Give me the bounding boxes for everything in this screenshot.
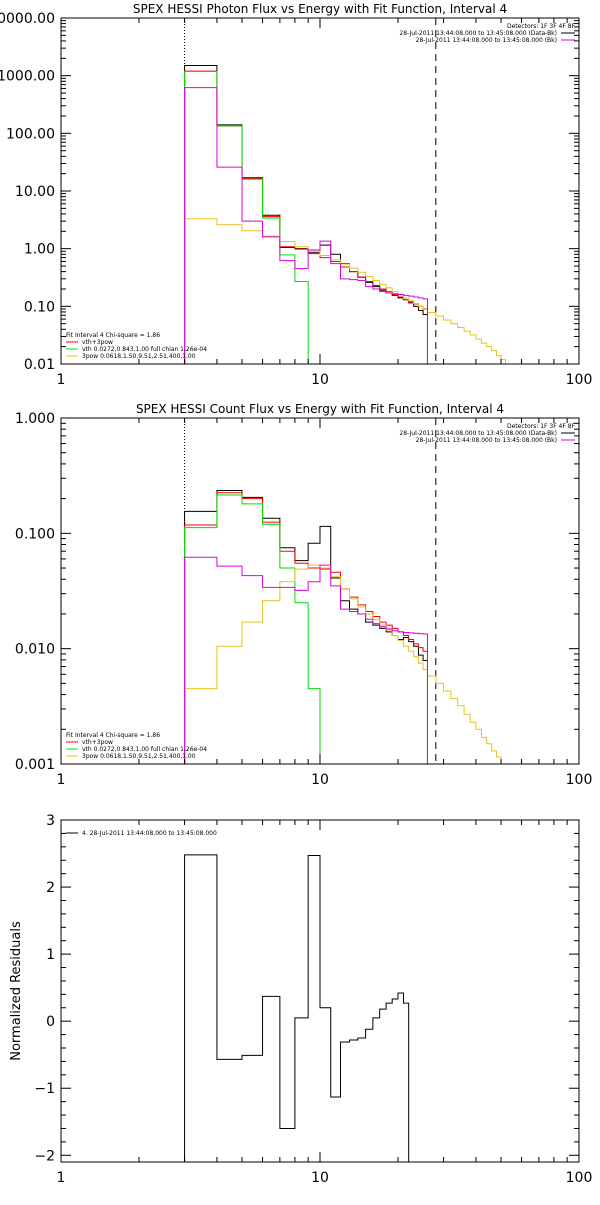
chart-title: SPEX HESSI Photon Flux vs Energy with Fi… xyxy=(133,2,507,16)
y-tick-label: 3 xyxy=(46,813,55,829)
y-tick-label: 0.001 xyxy=(15,757,55,773)
legend-left-entry: 4. 28-Jul-2011 13:44:08.000 to 13:45:08.… xyxy=(82,830,217,837)
series-line-2 xyxy=(184,492,428,764)
y-tick-label: 0.10 xyxy=(24,299,55,315)
y-tick-label: 1.00 xyxy=(24,242,55,258)
x-tick-label: 10 xyxy=(311,772,329,788)
legend-right-entry: 28-Jul-2011 13:44:08.000 to 13:45:08.000… xyxy=(399,30,557,37)
y-tick-label: 1.000 xyxy=(15,411,55,427)
x-tick-label: 1 xyxy=(57,772,66,788)
y-tick-label: 0.01 xyxy=(24,357,55,373)
plot-data-area xyxy=(184,854,410,1162)
legend-left-entry: vth+3pow xyxy=(82,739,113,746)
series-line-1 xyxy=(184,65,428,364)
x-tick-label: 10 xyxy=(311,1170,329,1186)
panel-2: SPEX HESSI Count Flux vs Energy with Fit… xyxy=(15,402,593,788)
y-tick-label: 2 xyxy=(46,880,55,896)
y-tick-label: −2 xyxy=(34,1148,55,1164)
legend-left-entry: vth 0.0272,0.843,1.00 full chian 1.26e-0… xyxy=(82,346,207,353)
series-line-1 xyxy=(184,854,410,1162)
y-tick-label: 0.010 xyxy=(15,642,55,658)
plot-frame xyxy=(60,17,580,365)
y-tick-label: 1000.00 xyxy=(0,69,55,85)
plot-data-area xyxy=(184,18,511,364)
y-tick-label: 10000.00 xyxy=(0,11,55,27)
legend-left-entry: Fit Interval 4 Chi-square = 1.86 xyxy=(66,332,160,339)
series-line-5 xyxy=(184,556,428,764)
y-tick-label: 1 xyxy=(46,947,55,963)
series-line-2 xyxy=(184,70,428,364)
legend-right-entry: 28-Jul-2011 13:44:08.000 to 13:45:08.000… xyxy=(416,437,557,444)
x-tick-label: 100 xyxy=(566,372,593,388)
y-tick-label: 0 xyxy=(46,1014,55,1030)
x-tick-label: 10 xyxy=(311,372,329,388)
y-tick-label: 0.100 xyxy=(15,526,55,542)
plot-data-area xyxy=(184,418,506,764)
legend-left-entry: vth 0.0272,0.843,1.00 full chian 1.26e-0… xyxy=(82,746,207,753)
x-tick-label: 1 xyxy=(57,372,66,388)
x-tick-label: 1 xyxy=(57,1170,66,1186)
series-line-3 xyxy=(184,71,309,364)
series-line-4 xyxy=(184,218,511,364)
y-tick-label: 100.00 xyxy=(6,126,55,142)
legend-left-entry: 3pow 0.0618,1.50,9.51,2.51,400,1.00 xyxy=(82,353,196,360)
y-tick-label: 10.00 xyxy=(15,184,55,200)
chart-title: SPEX HESSI Count Flux vs Energy with Fit… xyxy=(136,402,504,416)
legend-right-entry: Detectors: 1F 3F 4F 8F xyxy=(507,423,576,430)
legend-left-entry: 3pow 0.0618,1.50,9.51,2.51,400,1.00 xyxy=(82,753,196,760)
series-line-5 xyxy=(184,87,428,364)
x-tick-label: 100 xyxy=(566,772,593,788)
legend-right-entry: Detectors: 1F 3F 4F 8F xyxy=(507,23,576,30)
legend-left-entry: Fit Interval 4 Chi-square = 1.86 xyxy=(66,732,160,739)
panel-3: 1 10 100 −2 −1 0 1 2 3 Normalized Residuals 4. 28-… xyxy=(9,813,592,1186)
x-tick-label: 100 xyxy=(566,1170,593,1186)
series-line-3 xyxy=(184,494,321,764)
y-tick-label: −1 xyxy=(34,1081,55,1097)
panel-1: SPEX HESSI Photon Flux vs Energy with Fi… xyxy=(0,2,592,388)
y-axis-label: Normalized Residuals xyxy=(9,921,24,1061)
legend-right-entry: 28-Jul-2011 13:44:08.000 to 13:45:08.000… xyxy=(416,37,557,44)
legend-left-entry: vth+3pow xyxy=(82,339,113,346)
legend-right-entry: 28-Jul-2011 13:44:08.000 to 13:45:08.000… xyxy=(399,430,557,437)
